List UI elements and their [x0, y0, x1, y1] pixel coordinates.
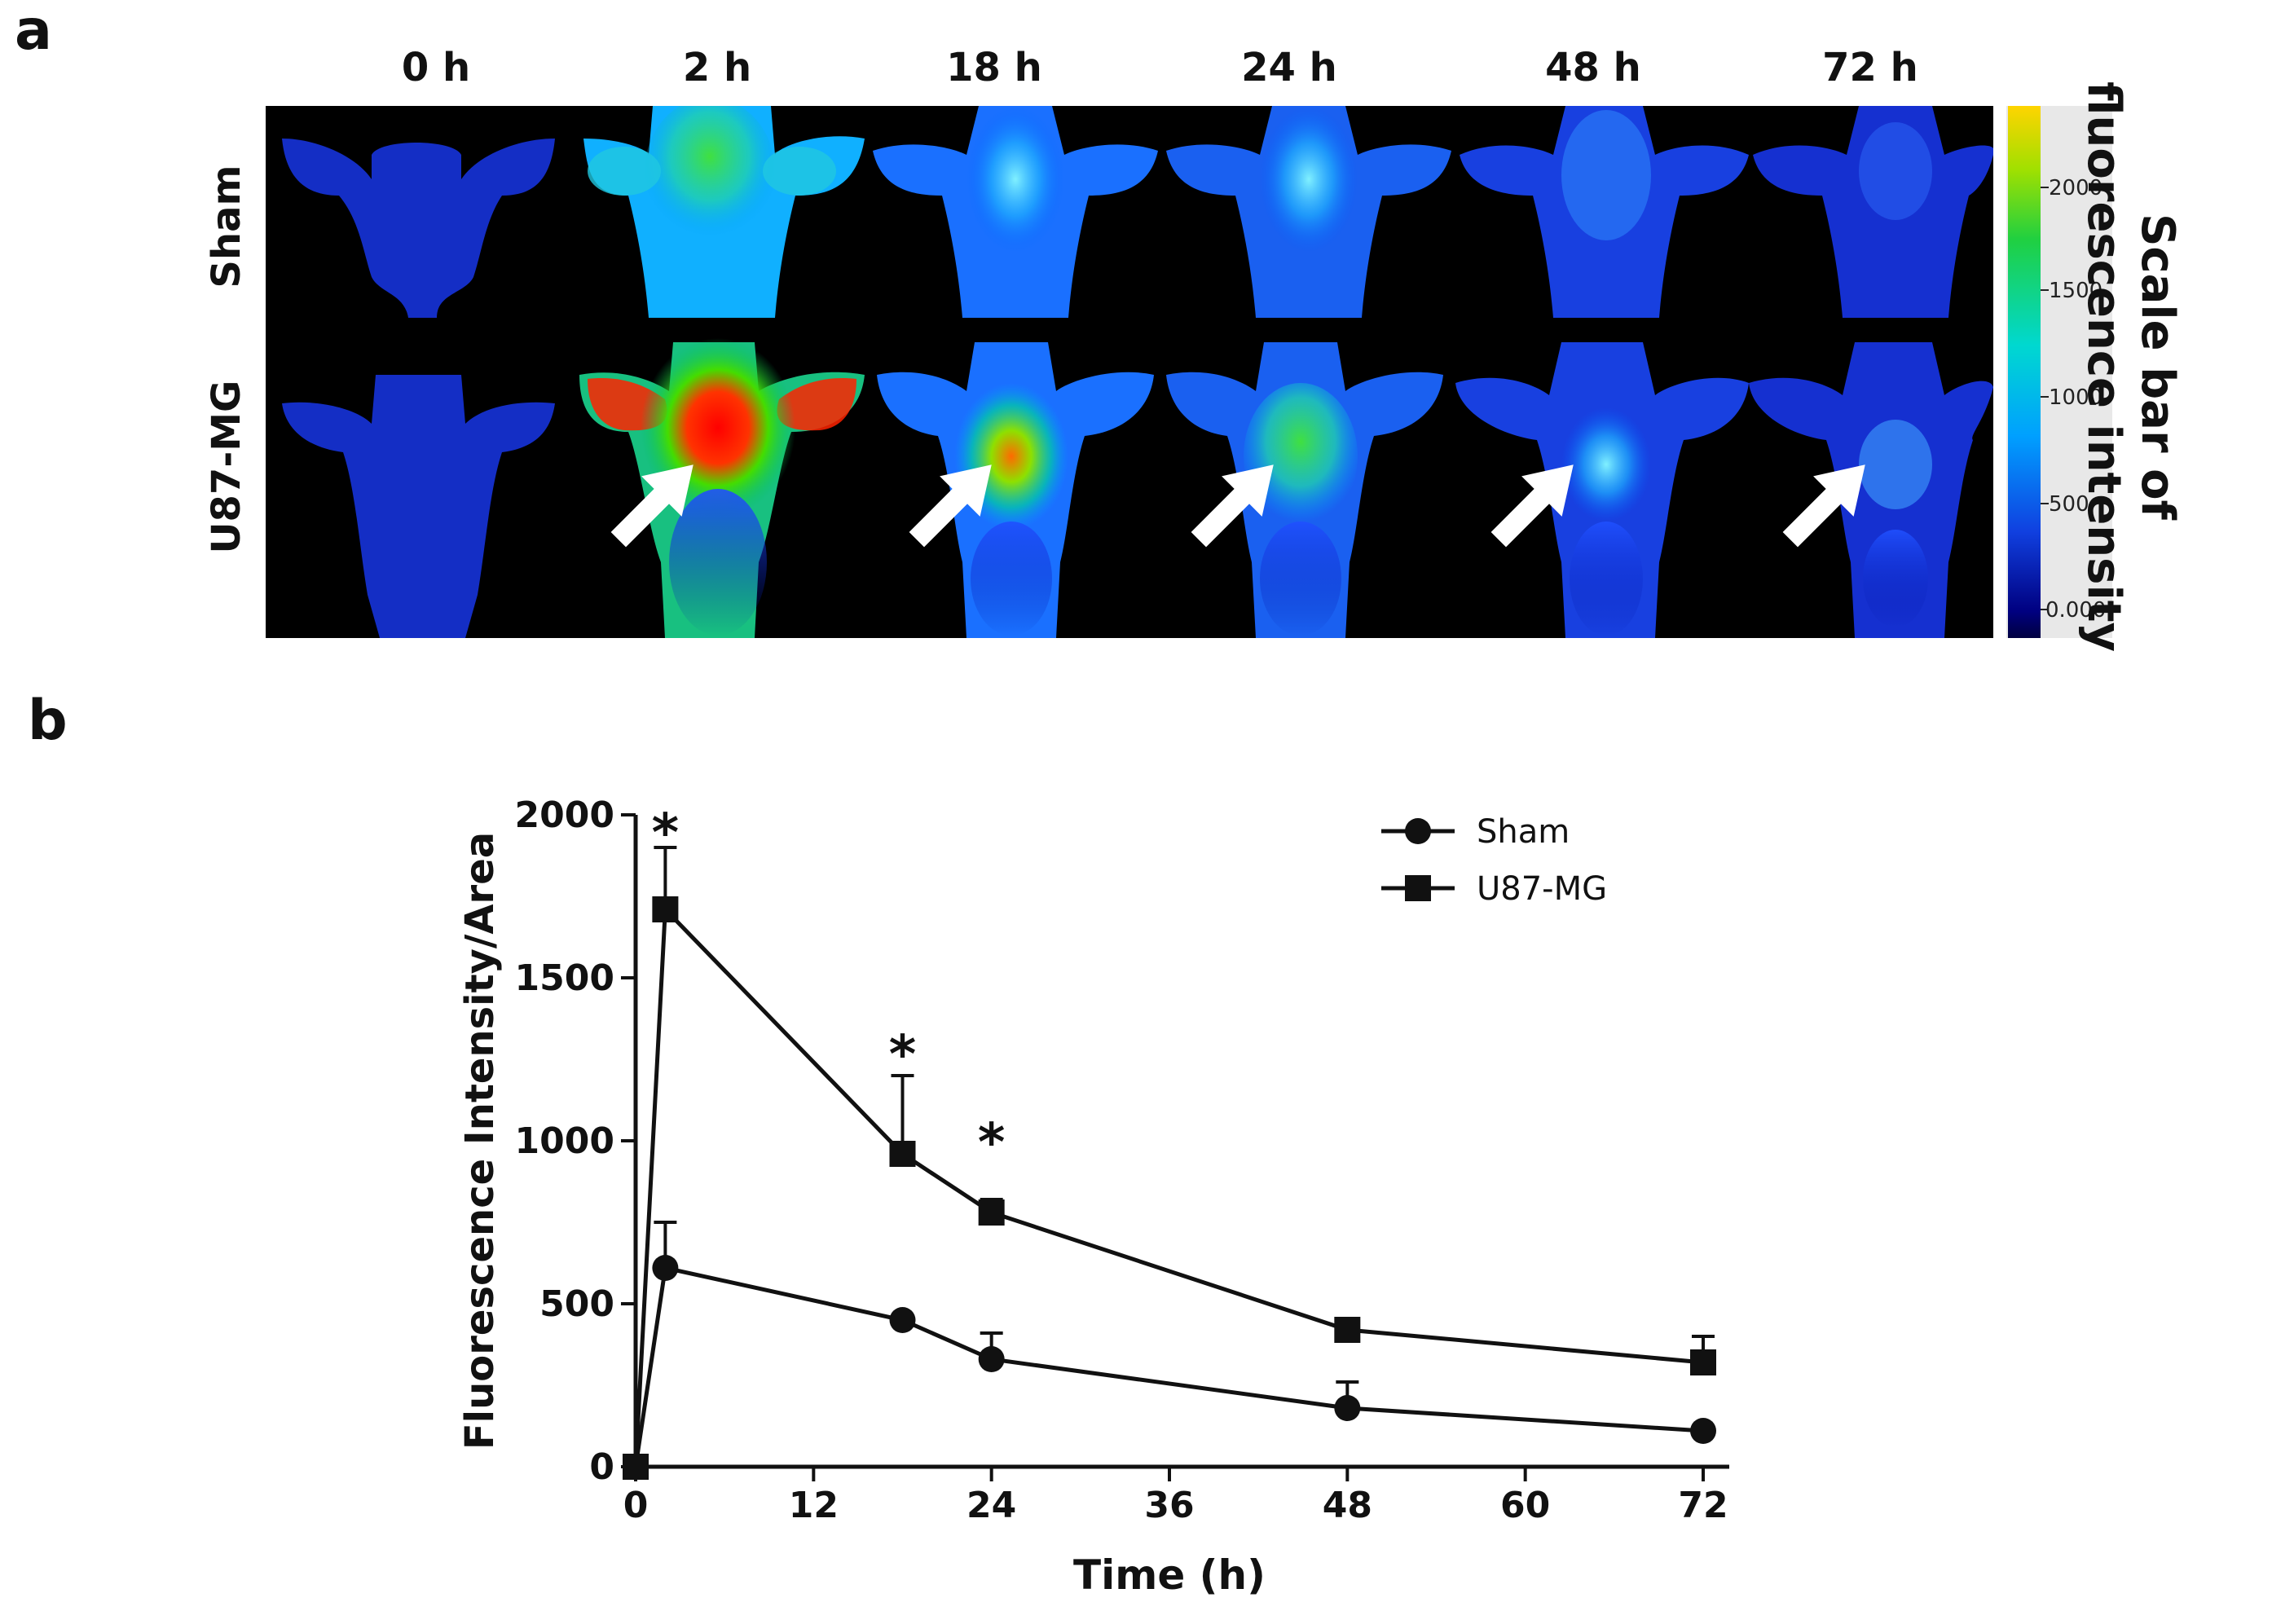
time-label-0h: 0 h	[401, 45, 471, 90]
significance-marker: *	[889, 1025, 916, 1085]
row-label-u87mg: U87-MG	[204, 380, 249, 554]
row-label-sham: Sham	[204, 165, 249, 288]
x-tick-label: 24	[966, 1485, 1016, 1526]
x-tick-label: 72	[1678, 1485, 1728, 1526]
legend-marker	[1405, 875, 1431, 901]
colorbar-tick: 1000	[2049, 385, 2102, 410]
significance-marker: *	[978, 1113, 1005, 1173]
x-tick-label: 60	[1500, 1485, 1550, 1526]
arrow-icon	[1191, 464, 1274, 548]
y-tick-label: 1500	[515, 957, 614, 999]
data-point	[652, 896, 679, 922]
significance-marker: *	[652, 803, 679, 864]
time-label-48h: 48 h	[1545, 45, 1641, 90]
colorbar-tick: 500	[2049, 492, 2089, 517]
x-tick-label: 36	[1144, 1485, 1194, 1526]
time-label-18h: 18 h	[946, 45, 1042, 90]
data-point	[889, 1141, 916, 1167]
series-line-u87-mg	[633, 904, 1704, 1468]
arrow-icon	[1490, 464, 1574, 548]
time-label-24h: 24 h	[1241, 45, 1337, 90]
colorbar-tick: 1500	[2049, 279, 2102, 303]
x-axis-label: Time (h)	[1073, 1551, 1266, 1599]
mouse-u87mg-72h	[1749, 342, 1993, 638]
data-point	[1690, 1349, 1716, 1375]
time-label-2h: 2 h	[682, 45, 752, 90]
data-point	[889, 1307, 916, 1333]
data-point	[978, 1346, 1005, 1372]
mouse-u87mg-48h	[1455, 342, 1749, 638]
y-tick-label: 500	[539, 1283, 614, 1325]
mouse-u87mg-2h	[579, 338, 865, 638]
colorbar-title: Scale bar of fluorescence intensity	[2070, 81, 2184, 652]
fluorescence-images	[282, 106, 1993, 638]
mouse-u87mg-24h	[1166, 342, 1443, 638]
x-tick-label: 12	[789, 1485, 839, 1526]
panel-label-a: a	[15, 0, 52, 63]
data-point	[623, 1454, 649, 1480]
colorbar: 2000 1500 1000 500 0.0000	[2006, 106, 2120, 638]
mouse-sham-0h	[282, 139, 555, 318]
series-line-sham	[633, 1265, 1704, 1468]
line-chart: 0 12 24 36 48 60 72 0 500 1000 1500 2000 Time (h) Flu…	[457, 794, 1729, 1599]
colorbar-title-line1: Scale bar of	[2131, 213, 2184, 520]
mouse-sham-18h	[873, 106, 1158, 318]
colorbar-graphic: 2000 1500 1000 500 0.0000	[2008, 106, 2120, 638]
mouse-sham-48h	[1460, 106, 1749, 318]
mouse-u87mg-0h	[282, 375, 555, 638]
arrow-icon	[610, 464, 693, 548]
mouse-sham-2h	[583, 106, 865, 318]
legend-label: Sham	[1477, 813, 1570, 851]
y-tick-label: 0	[589, 1446, 614, 1488]
arrow-icon	[1782, 464, 1865, 548]
colorbar-tick: 2000	[2049, 176, 2102, 200]
y-tick-label: 2000	[515, 794, 614, 836]
fluorescence-image-strip	[266, 106, 1993, 638]
colorbar-title-line2: fluorescence intensity	[2077, 81, 2130, 652]
colorbar-tick: 0.0000	[2045, 598, 2112, 623]
legend-label: U87-MG	[1477, 870, 1607, 908]
arrow-icon	[909, 464, 992, 548]
data-point	[978, 1199, 1005, 1226]
mouse-u87mg-18h	[877, 342, 1154, 638]
time-label-72h: 72 h	[1822, 45, 1918, 90]
data-point	[1690, 1418, 1716, 1444]
mouse-sham-24h	[1166, 106, 1451, 318]
tumor-arrows	[610, 464, 1865, 548]
data-point	[1334, 1395, 1361, 1421]
legend-marker	[1405, 818, 1431, 844]
x-tick-label: 0	[623, 1485, 649, 1526]
data-point	[652, 1255, 679, 1281]
y-axis-label: Fluorescence Intensity/Area	[457, 832, 503, 1450]
mouse-sham-72h	[1753, 106, 1993, 318]
x-tick-label: 48	[1323, 1485, 1372, 1526]
panel-label-b: b	[28, 689, 68, 753]
y-tick-label: 1000	[515, 1120, 614, 1162]
data-point	[1334, 1317, 1361, 1343]
